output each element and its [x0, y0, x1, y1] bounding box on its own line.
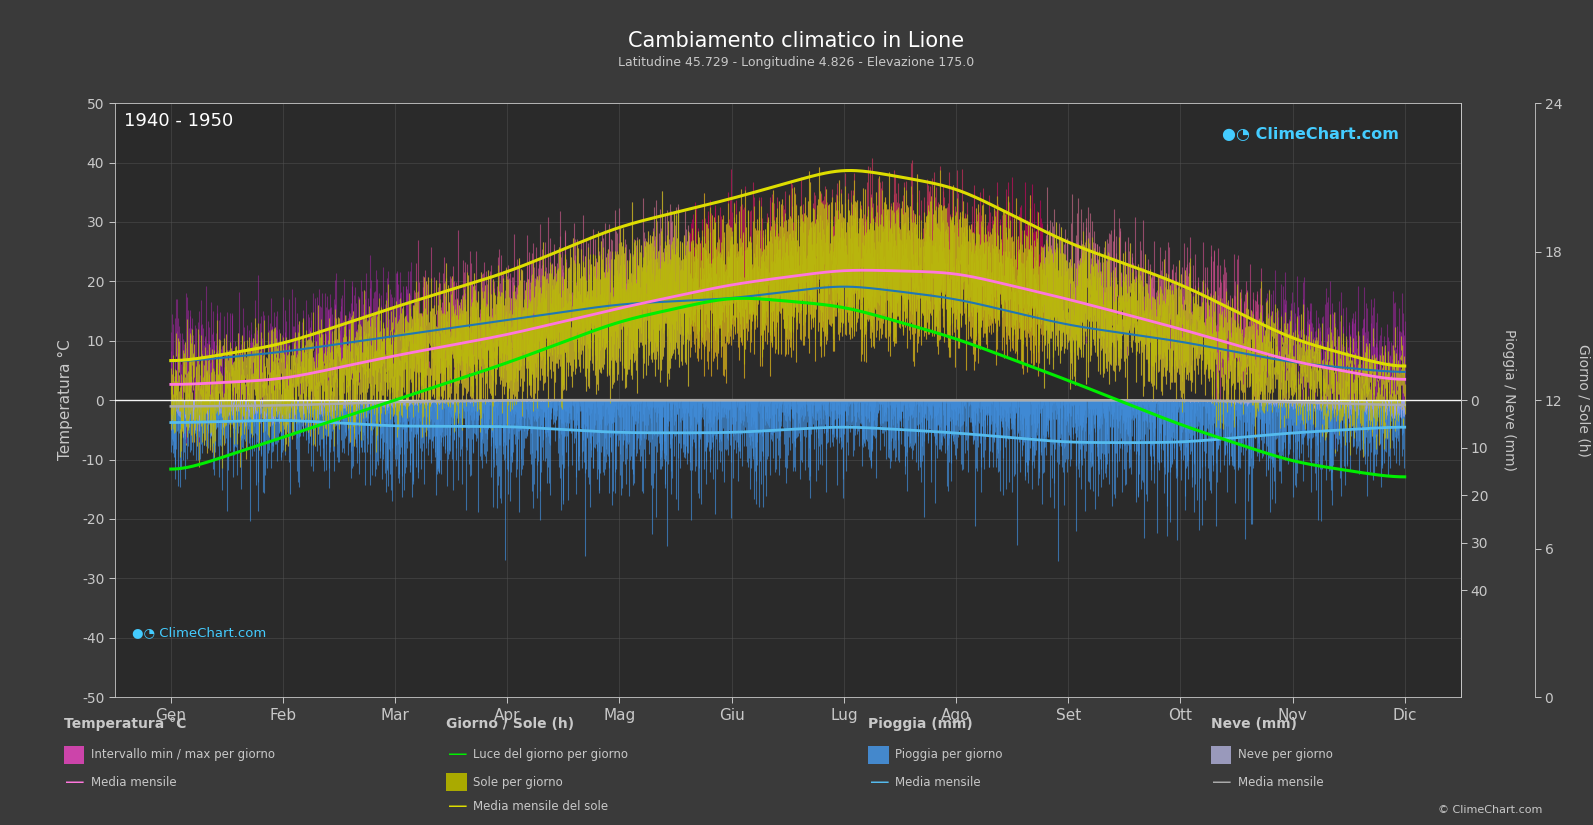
- Text: Media mensile: Media mensile: [1238, 776, 1324, 789]
- Text: Latitudine 45.729 - Longitudine 4.826 - Elevazione 175.0: Latitudine 45.729 - Longitudine 4.826 - …: [618, 56, 975, 69]
- Text: —: —: [870, 772, 889, 792]
- Text: Cambiamento climatico in Lione: Cambiamento climatico in Lione: [628, 31, 965, 50]
- Text: Media mensile: Media mensile: [91, 776, 177, 789]
- Text: © ClimeChart.com: © ClimeChart.com: [1437, 805, 1542, 815]
- Text: Pioggia (mm): Pioggia (mm): [868, 718, 973, 731]
- Y-axis label: Temperatura °C: Temperatura °C: [59, 340, 73, 460]
- Text: Temperatura °C: Temperatura °C: [64, 718, 186, 731]
- Text: Pioggia per giorno: Pioggia per giorno: [895, 748, 1002, 761]
- Text: ●◔ ClimeChart.com: ●◔ ClimeChart.com: [132, 626, 266, 639]
- Text: 1940 - 1950: 1940 - 1950: [124, 112, 233, 130]
- Text: Media mensile del sole: Media mensile del sole: [473, 800, 609, 813]
- Text: Media mensile: Media mensile: [895, 776, 981, 789]
- Text: ●◔ ClimeChart.com: ●◔ ClimeChart.com: [1222, 127, 1399, 142]
- Text: Sole per giorno: Sole per giorno: [473, 776, 562, 789]
- Text: Intervallo min / max per giorno: Intervallo min / max per giorno: [91, 748, 276, 761]
- Text: —: —: [65, 772, 84, 792]
- Y-axis label: Giorno / Sole (h): Giorno / Sole (h): [1575, 344, 1590, 456]
- Text: Giorno / Sole (h): Giorno / Sole (h): [446, 718, 573, 731]
- Text: —: —: [1212, 772, 1231, 792]
- Text: Neve per giorno: Neve per giorno: [1238, 748, 1333, 761]
- Y-axis label: Pioggia / Neve (mm): Pioggia / Neve (mm): [1502, 329, 1517, 471]
- Text: —: —: [448, 797, 467, 817]
- Text: Neve (mm): Neve (mm): [1211, 718, 1297, 731]
- Text: Luce del giorno per giorno: Luce del giorno per giorno: [473, 748, 628, 761]
- Text: —: —: [448, 745, 467, 765]
